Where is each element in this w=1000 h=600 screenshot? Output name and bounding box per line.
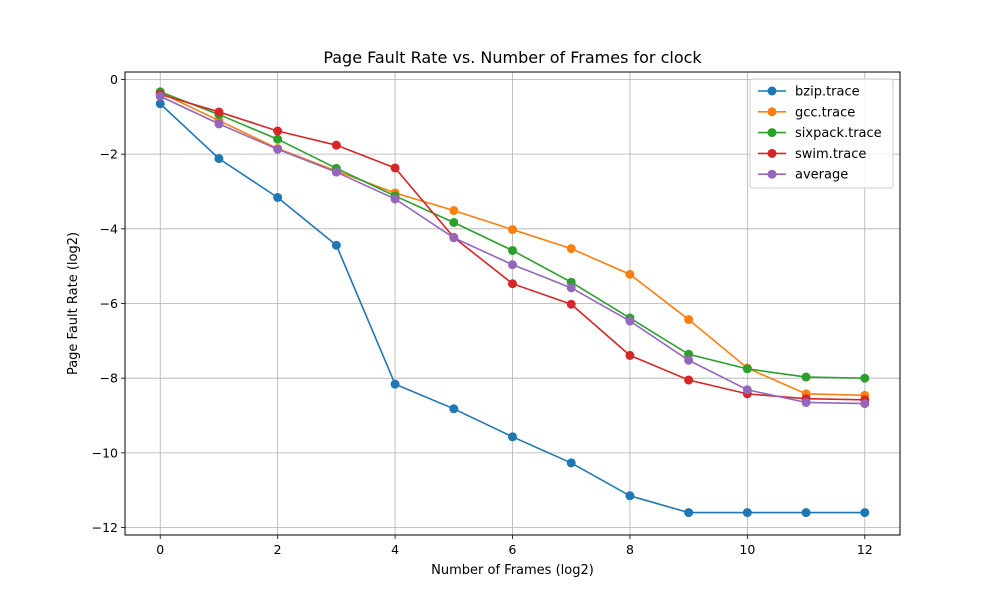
data-point: [508, 225, 517, 235]
legend-item: swim.trace: [758, 147, 866, 162]
data-point: [566, 458, 576, 468]
x-tick-label: 2: [274, 542, 282, 557]
y-tick-label: −12: [92, 520, 118, 535]
data-point: [801, 508, 811, 518]
y-axis-label: Page Fault Rate (log2): [66, 232, 81, 375]
y-tick-label: 0: [110, 72, 118, 87]
data-point: [508, 260, 517, 270]
y-tick-label: −4: [100, 221, 118, 236]
data-point: [625, 269, 635, 279]
chart-title: Page Fault Rate vs. Number of Frames for…: [323, 48, 702, 67]
data-point: [273, 192, 283, 202]
x-tick-label: 0: [156, 542, 164, 557]
x-tick-label: 8: [626, 542, 634, 557]
data-point: [331, 140, 341, 150]
data-point: [742, 364, 752, 374]
data-point: [508, 279, 517, 289]
data-point: [684, 375, 694, 385]
y-tick-label: −6: [100, 296, 118, 311]
x-tick-label: 6: [509, 542, 517, 557]
x-axis-label: Number of Frames (log2): [431, 563, 594, 578]
data-point: [390, 379, 400, 389]
data-point: [860, 373, 870, 383]
data-point: [566, 244, 576, 254]
legend-item: average: [758, 168, 848, 183]
series-layer: [155, 87, 870, 518]
y-tick-label: −10: [92, 445, 118, 460]
data-point: [449, 233, 459, 243]
data-point: [273, 134, 283, 144]
legend-item: sixpack.trace: [758, 126, 882, 141]
data-point: [449, 206, 459, 216]
x-tick-label: 4: [391, 542, 399, 557]
legend-item: bzip.trace: [758, 85, 860, 100]
legend-swatch-marker: [767, 128, 777, 138]
data-point: [801, 372, 811, 382]
legend-label: average: [795, 168, 848, 183]
data-point: [214, 154, 224, 164]
data-point: [625, 350, 635, 360]
data-point: [742, 385, 752, 395]
series-average: [155, 91, 870, 409]
data-point: [390, 194, 400, 204]
data-point: [801, 397, 811, 407]
data-point: [155, 91, 165, 101]
legend-label: gcc.trace: [795, 105, 855, 120]
data-point: [214, 107, 224, 117]
data-point: [273, 144, 283, 154]
data-point: [742, 508, 752, 518]
data-point: [566, 299, 576, 309]
legend-box: [749, 78, 894, 189]
legend-swatch-marker: [767, 86, 777, 96]
legend-item: gcc.trace: [758, 105, 855, 120]
y-tick-label: −8: [100, 371, 118, 386]
y-tick-label: −2: [100, 147, 118, 162]
x-axis: 0 2 4 6 8 10 12: [156, 535, 873, 557]
data-point: [566, 283, 576, 293]
legend-swatch-marker: [767, 169, 777, 179]
legend-label: sixpack.trace: [795, 126, 882, 141]
data-point: [684, 315, 694, 325]
legend-label: swim.trace: [795, 147, 866, 162]
data-point: [860, 508, 870, 518]
legend-swatch-marker: [767, 148, 777, 158]
data-point: [684, 508, 694, 518]
series-bzip-trace: [155, 99, 870, 518]
data-point: [508, 432, 517, 442]
grid: [125, 72, 900, 535]
data-point: [449, 404, 459, 414]
x-tick-label: 12: [857, 542, 873, 557]
data-point: [331, 240, 341, 250]
data-point: [684, 355, 694, 365]
data-point: [449, 217, 459, 227]
data-point: [625, 491, 635, 501]
legend: bzip.trace gcc.trace sixpack.trace swim.tra…: [749, 78, 894, 189]
y-axis: 0 −2 −4 −6 −8 −10 −12: [92, 72, 125, 535]
data-point: [331, 167, 341, 177]
data-point: [155, 99, 165, 109]
data-point: [860, 399, 870, 409]
data-point: [508, 245, 517, 255]
data-point: [214, 119, 224, 129]
data-point: [390, 163, 400, 173]
x-tick-label: 10: [739, 542, 755, 557]
legend-swatch-marker: [767, 107, 777, 117]
data-point: [273, 126, 283, 136]
data-point: [625, 316, 635, 326]
legend-label: bzip.trace: [795, 85, 860, 100]
